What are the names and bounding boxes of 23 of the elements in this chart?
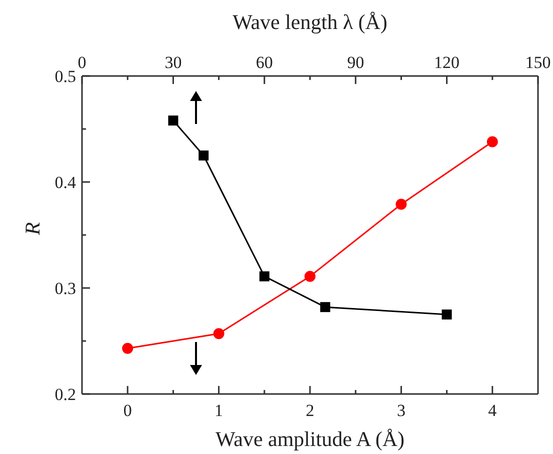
point xyxy=(213,328,224,340)
y-tick-label: 0.2 xyxy=(54,385,76,404)
x2-tick-label: 90 xyxy=(347,53,364,72)
y-tick-label: 0.5 xyxy=(54,67,76,86)
point xyxy=(304,270,316,282)
point xyxy=(486,136,498,148)
x-tick-label: 2 xyxy=(306,401,314,420)
y-tick-label: 0.4 xyxy=(54,173,76,192)
x2-tick-label: 120 xyxy=(434,53,460,72)
x2-tick-label: 0 xyxy=(78,53,86,72)
x-axis-title: Wave amplitude A (Å) xyxy=(215,427,405,451)
y-axis-title: R xyxy=(20,222,44,236)
x-tick-label: 1 xyxy=(214,401,224,420)
x2-tick-label: 60 xyxy=(256,53,273,72)
y-tick-label: 0.3 xyxy=(54,279,76,298)
x2-tick-label: 30 xyxy=(164,53,182,72)
x2-tick-label: 150 xyxy=(525,53,551,72)
x-tick-label: 3 xyxy=(396,401,406,420)
point xyxy=(122,342,134,354)
x-tick-label: 4 xyxy=(488,401,498,420)
point xyxy=(396,198,407,210)
x2-axis-title: Wave length λ (Å) xyxy=(232,10,388,34)
x-tick-label: 0 xyxy=(123,401,132,420)
